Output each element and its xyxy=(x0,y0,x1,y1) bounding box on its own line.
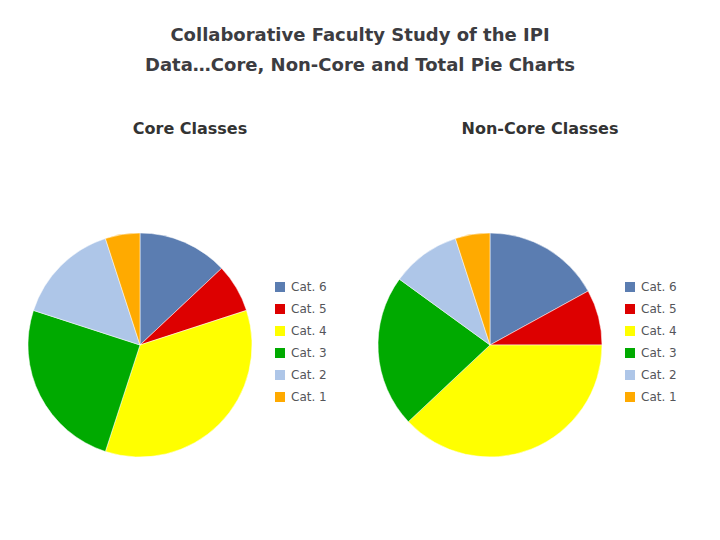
svg-text:Cat. 3: Cat. 3 xyxy=(641,346,677,360)
svg-text:Collaborative Faculty Study of: Collaborative Faculty Study of the IPI xyxy=(170,24,549,45)
svg-text:Cat. 6: Cat. 6 xyxy=(291,280,327,294)
svg-text:Cat. 3: Cat. 3 xyxy=(291,346,327,360)
svg-text:Cat. 6: Cat. 6 xyxy=(641,280,677,294)
svg-text:Cat. 5: Cat. 5 xyxy=(291,302,327,316)
svg-text:Non-Core Classes: Non-Core Classes xyxy=(462,119,619,138)
svg-text:Core Classes: Core Classes xyxy=(133,119,248,138)
svg-text:Cat. 4: Cat. 4 xyxy=(291,324,327,338)
svg-text:Cat. 1: Cat. 1 xyxy=(641,390,677,404)
svg-text:Cat. 5: Cat. 5 xyxy=(641,302,677,316)
svg-text:Data…Core, Non-Core and Total: Data…Core, Non-Core and Total Pie Charts xyxy=(145,54,575,75)
svg-text:Cat. 4: Cat. 4 xyxy=(641,324,677,338)
svg-text:Cat. 1: Cat. 1 xyxy=(291,390,327,404)
svg-text:Cat. 2: Cat. 2 xyxy=(641,368,677,382)
svg-text:Cat. 2: Cat. 2 xyxy=(291,368,327,382)
